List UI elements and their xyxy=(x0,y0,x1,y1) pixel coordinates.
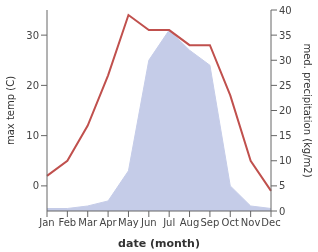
svg-text:25: 25 xyxy=(279,80,292,91)
svg-text:Apr: Apr xyxy=(99,217,117,228)
svg-text:max temp (C): max temp (C) xyxy=(8,76,16,145)
svg-text:May: May xyxy=(118,217,139,228)
svg-text:Sep: Sep xyxy=(200,217,219,228)
svg-text:30: 30 xyxy=(279,55,292,66)
svg-text:Jan: Jan xyxy=(38,217,54,228)
svg-text:20: 20 xyxy=(279,105,292,116)
svg-text:5: 5 xyxy=(279,180,285,191)
svg-text:Jul: Jul xyxy=(162,217,175,228)
svg-text:Oct: Oct xyxy=(222,217,239,228)
svg-text:0: 0 xyxy=(279,206,285,217)
svg-text:15: 15 xyxy=(279,130,292,141)
svg-text:Jun: Jun xyxy=(140,217,157,228)
svg-text:Mar: Mar xyxy=(78,217,98,228)
svg-text:35: 35 xyxy=(279,30,292,41)
svg-text:Nov: Nov xyxy=(241,217,261,228)
svg-text:date (month): date (month) xyxy=(118,237,200,250)
svg-text:Aug: Aug xyxy=(180,217,200,228)
svg-text:10: 10 xyxy=(279,155,292,166)
svg-text:0: 0 xyxy=(33,180,39,191)
svg-text:10: 10 xyxy=(26,130,39,141)
svg-text:40: 40 xyxy=(279,5,292,16)
svg-text:Feb: Feb xyxy=(59,217,77,228)
svg-text:med. precipitation (kg/m2): med. precipitation (kg/m2) xyxy=(302,43,310,177)
svg-text:20: 20 xyxy=(26,80,39,91)
svg-text:Dec: Dec xyxy=(261,217,280,228)
svg-text:30: 30 xyxy=(26,30,39,41)
